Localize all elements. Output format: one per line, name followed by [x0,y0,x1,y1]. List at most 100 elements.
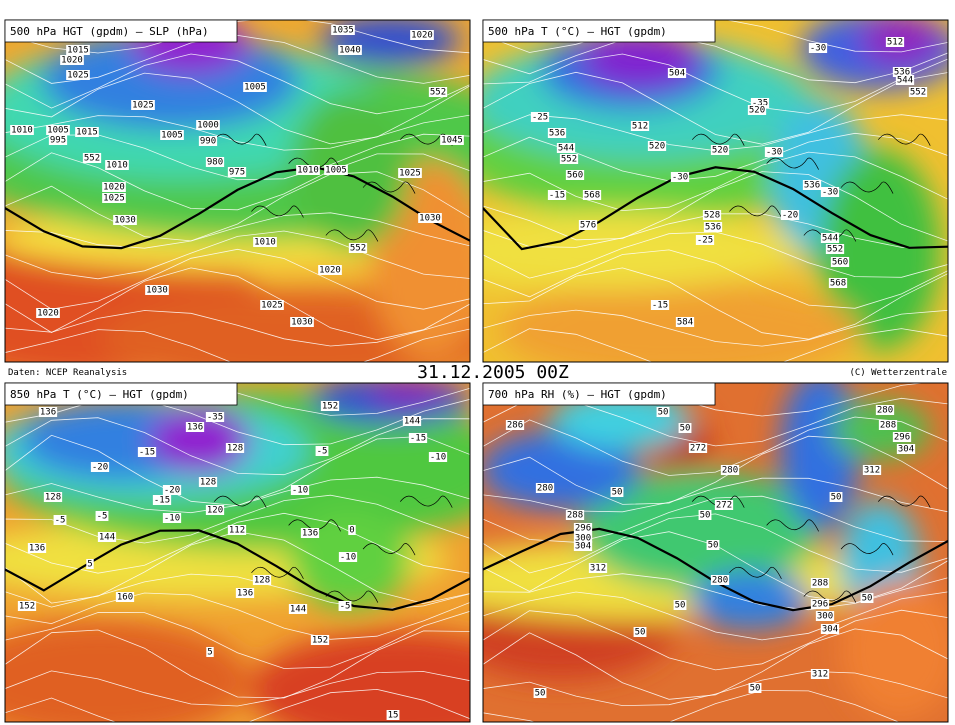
label-box [878,420,898,430]
contour-label: 576 [580,221,596,231]
contour-label: 560 [832,258,848,268]
contour-label: 1040 [339,46,361,56]
label-box [908,87,928,97]
contour-line [5,512,470,574]
contour-line [483,495,948,543]
label-box [706,540,720,550]
contour-label: 990 [200,137,216,147]
contour-label: 520 [749,106,765,116]
contour-label: 1025 [67,71,89,81]
label-box [830,257,850,267]
label-box [633,627,647,637]
contour-label: 1035 [332,26,354,36]
contour-label: 128 [200,478,216,488]
contour-label: 1030 [419,214,441,224]
label-box [675,317,695,327]
map-panel [5,383,470,722]
contour-label: -15 [549,191,565,201]
contour-label: 152 [322,402,338,412]
contour-label: 296 [575,524,591,534]
label-box [318,265,342,275]
contour-label: 136 [187,423,203,433]
contour-label: 160 [117,593,133,603]
contour-label: -15 [139,448,155,458]
contour-label: 1020 [37,309,59,319]
label-box [630,121,650,131]
contour-label: -20 [164,486,180,496]
label-box [714,500,734,510]
contour-line [5,417,470,476]
coastline [399,495,453,508]
contour-label: 544 [897,76,913,86]
label-box [95,511,109,521]
contour-line [483,477,948,513]
coastline [362,181,416,194]
label-box [820,187,840,197]
contour-label: 50 [535,689,546,699]
label-box [206,647,214,657]
contour-label: 552 [827,245,843,255]
contour-label: 5 [87,560,92,570]
label-box [243,82,267,92]
label-box [588,563,608,573]
label-box [10,125,34,135]
label-box [338,552,358,562]
label-box [27,543,47,553]
contour-label: -25 [697,236,713,246]
contour-label: 50 [658,408,669,418]
color-area [820,150,940,350]
label-box [296,165,320,175]
contour-label: 120 [207,506,223,516]
label-box [86,559,94,569]
label-box [252,575,272,585]
contour-label: 144 [99,533,115,543]
contour-label: -30 [766,148,782,158]
panel-title: 850 hPa T (°C) — HGT (gpdm) [10,388,189,401]
coastline [399,133,453,146]
label-box [402,416,422,426]
contour-label: -5 [317,447,328,457]
contour-label: -10 [340,553,356,563]
contour-label: -5 [97,512,108,522]
contour-label: 980 [207,158,223,168]
contour-label: 1030 [114,216,136,226]
label-box [205,505,225,515]
panel-border [4,19,471,363]
contour-label: 288 [567,511,583,521]
label-box [610,487,624,497]
label-box [896,444,916,454]
label-box [582,190,602,200]
label-box [102,182,126,192]
main-contour [5,529,470,611]
contour-line [5,670,470,707]
contour-label: 312 [812,670,828,680]
contour-label: -35 [207,413,223,423]
label-box [46,125,70,135]
contour-label: 520 [649,142,665,152]
contour-label: 1045 [441,136,463,146]
label-box [36,308,60,318]
contour-label: 1025 [399,169,421,179]
contour-line [5,212,470,249]
contour-label: -30 [822,188,838,198]
contour-line [483,591,948,641]
contour-line [5,267,470,341]
contour-label: 15 [388,711,399,721]
label-box [418,213,442,223]
coastline [251,205,304,218]
contour-label: -5 [55,516,66,526]
contour-label: 280 [712,576,728,586]
label-box [764,147,784,157]
contour-label: 296 [894,433,910,443]
contour-label: -30 [672,173,688,183]
contour-line [483,416,948,476]
contour-label: 1005 [325,166,347,176]
coastline [729,566,782,579]
contour-label: 1000 [197,121,219,131]
label-box [145,285,169,295]
contour-label: 286 [507,421,523,431]
label-box [235,588,255,598]
label-box [885,37,905,47]
contour-label: 312 [590,564,606,574]
coastline [877,133,931,146]
